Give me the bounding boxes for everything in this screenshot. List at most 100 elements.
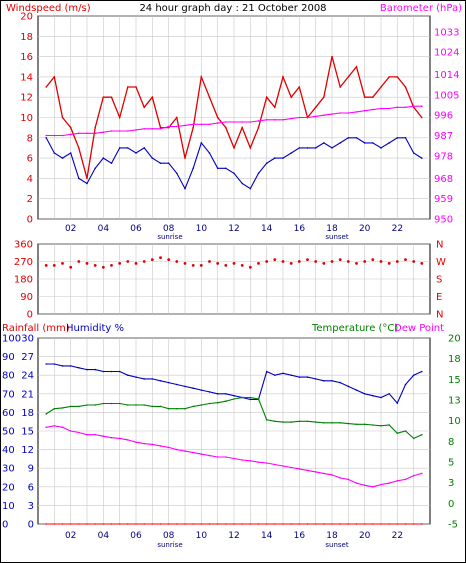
barometer-data-point bbox=[298, 116, 301, 119]
gust-data-point bbox=[110, 96, 113, 98]
windspeed-data-point bbox=[265, 162, 268, 164]
climate-right-tick-label: 8 bbox=[448, 437, 454, 448]
rainfall-data-point bbox=[314, 523, 317, 525]
direction-right-tick-label: W bbox=[436, 257, 446, 268]
gust-data-point bbox=[200, 76, 203, 78]
barometer-data-point bbox=[61, 134, 64, 137]
windspeed-data-point bbox=[339, 142, 342, 144]
gust-data-point bbox=[412, 106, 415, 109]
barometer-data-point bbox=[421, 105, 423, 107]
humidity-tick-label: 40 bbox=[2, 445, 15, 456]
direction-point bbox=[208, 260, 211, 263]
wind-right-tick-label: 1014 bbox=[434, 70, 459, 81]
gust-data-point bbox=[45, 86, 47, 88]
dew-point-data-point bbox=[61, 426, 64, 429]
temperature-data-point bbox=[176, 407, 178, 410]
climate-x-tick-label: 08 bbox=[163, 531, 175, 541]
wind-x-tick-label: 20 bbox=[359, 224, 371, 234]
humidity-data-point bbox=[216, 393, 219, 395]
barometer-data-point bbox=[208, 123, 211, 126]
temperature-data-point bbox=[347, 422, 350, 425]
temperature-data-point bbox=[388, 424, 391, 426]
humidity-data-point bbox=[372, 394, 374, 397]
direction-point bbox=[159, 256, 162, 259]
windspeed-data-point bbox=[274, 157, 276, 159]
gust-data-point bbox=[69, 126, 72, 129]
direction-point bbox=[314, 260, 318, 263]
windspeed-data-point bbox=[331, 147, 333, 149]
temperature-data-point bbox=[200, 404, 203, 406]
windspeed-data-point bbox=[159, 162, 162, 164]
dew-point-data-point bbox=[363, 484, 366, 487]
humidity-data-point bbox=[208, 391, 211, 393]
rainfall-data-point bbox=[159, 523, 162, 525]
rainfall-label: Rainfall (mm) bbox=[2, 323, 70, 334]
gust-data-point bbox=[208, 96, 211, 98]
direction-point bbox=[338, 258, 342, 261]
rainfall-data-point bbox=[323, 523, 325, 525]
barometer-data-point bbox=[233, 121, 235, 123]
direction-point bbox=[183, 262, 187, 265]
gust-data-point bbox=[265, 96, 268, 98]
gust-data-point bbox=[143, 106, 145, 109]
humidity-data-point bbox=[347, 385, 350, 388]
windspeed-data-point bbox=[363, 142, 366, 144]
rainfall-data-point bbox=[249, 523, 252, 525]
humidity-data-point bbox=[94, 368, 96, 371]
windspeed-data-point bbox=[78, 177, 80, 180]
direction-point bbox=[363, 260, 367, 263]
rainfall-data-point bbox=[216, 523, 219, 525]
temperature-data-point bbox=[225, 400, 227, 403]
humidity-tick-label: 70 bbox=[2, 389, 15, 400]
gust-data-point bbox=[355, 66, 358, 68]
dew-point-data-point bbox=[421, 472, 423, 475]
temperature-data-point bbox=[69, 405, 72, 408]
dew-point-data-point bbox=[225, 456, 227, 458]
direction-points bbox=[44, 256, 424, 269]
rainfall-data-point bbox=[78, 523, 80, 525]
wind-left-tick-label: 18 bbox=[20, 32, 33, 43]
dew-point-data-point bbox=[86, 433, 88, 436]
wind-right-tick-label: 1033 bbox=[434, 27, 459, 38]
dew-point-data-point bbox=[69, 430, 72, 432]
humidity-data-point bbox=[151, 378, 154, 380]
direction-point bbox=[265, 260, 269, 263]
gust-data-point bbox=[282, 76, 284, 78]
humidity-data-point bbox=[282, 372, 284, 375]
direction-point bbox=[77, 260, 81, 263]
rainfall-data-point bbox=[274, 523, 276, 525]
gust-data-point bbox=[216, 116, 219, 119]
dew-point-data-point bbox=[159, 445, 162, 447]
barometer-data-point bbox=[53, 134, 56, 137]
wind-left-tick-label: 20 bbox=[20, 12, 33, 23]
direction-right-tick-label: N bbox=[436, 310, 443, 321]
rainfall-data-point bbox=[331, 523, 333, 525]
temperature-data-point bbox=[249, 396, 252, 399]
humidity-data-point bbox=[323, 380, 325, 382]
temperature-data-point bbox=[331, 422, 333, 424]
direction-point bbox=[281, 260, 285, 263]
rainfall-data-point bbox=[404, 523, 407, 525]
rainfall-data-point bbox=[151, 523, 154, 525]
direction-left-tick-label: 0 bbox=[27, 310, 33, 321]
gust-data-point bbox=[118, 116, 121, 119]
dew-point-data-point bbox=[290, 466, 293, 469]
dew-point-data-point bbox=[167, 446, 170, 449]
direction-point bbox=[101, 265, 105, 269]
barometer-data-point bbox=[78, 132, 80, 135]
windspeed-data-point bbox=[69, 152, 72, 154]
dew-point-data-point bbox=[298, 468, 301, 470]
barometer-data-point bbox=[225, 121, 227, 123]
dew-point-data-point bbox=[282, 465, 284, 467]
humidity-tick-label: 90 bbox=[2, 352, 15, 363]
windspeed-data-point bbox=[323, 142, 325, 144]
climate-x-tick-label: 16 bbox=[294, 531, 306, 541]
direction-point bbox=[330, 260, 334, 263]
temperature-data-point bbox=[380, 425, 382, 427]
temperature-data-point bbox=[102, 402, 105, 405]
direction-point bbox=[134, 262, 138, 265]
windspeed-data-point bbox=[151, 157, 154, 159]
windspeed-data-point bbox=[176, 172, 178, 175]
